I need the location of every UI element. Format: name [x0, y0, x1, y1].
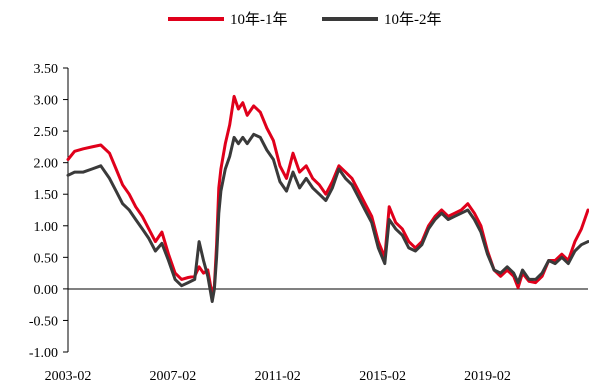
x-tick-label: 2003-02	[45, 369, 92, 383]
y-tick-label: -0.50	[29, 314, 58, 329]
y-tick-label: 1.50	[34, 188, 59, 203]
y-tick-label: 2.50	[34, 125, 59, 140]
y-tick-label: 0.00	[34, 283, 59, 298]
x-tick-label: 2015-02	[359, 369, 406, 383]
legend-label-1: 10年-1年	[230, 11, 288, 28]
series-line-2	[66, 132, 589, 303]
y-tick-label: 2.00	[34, 157, 59, 172]
y-tick-label: 3.00	[34, 94, 59, 109]
series-group	[66, 94, 589, 303]
y-tick-label: 3.50	[34, 62, 59, 77]
x-tick-label: 2019-02	[464, 369, 511, 383]
x-tick-label: 2007-02	[150, 369, 197, 383]
legend-label-2: 10年-2年	[384, 11, 442, 28]
y-tick-label: 1.00	[34, 220, 59, 235]
x-axis: 2003-02 2007-02 2011-02 2015-02 2019-02	[45, 288, 588, 383]
series-line-1	[66, 94, 589, 297]
legend: 10年-1年 10年-2年	[168, 11, 442, 28]
y-axis: 3.50 3.00 2.50 2.00 1.50 1.00 0.50 0.00 -0.50 -1.…	[29, 62, 69, 361]
y-tick-label: 0.50	[34, 251, 59, 266]
y-tick-label: -1.00	[29, 346, 58, 361]
x-tick-label: 2011-02	[255, 369, 301, 383]
